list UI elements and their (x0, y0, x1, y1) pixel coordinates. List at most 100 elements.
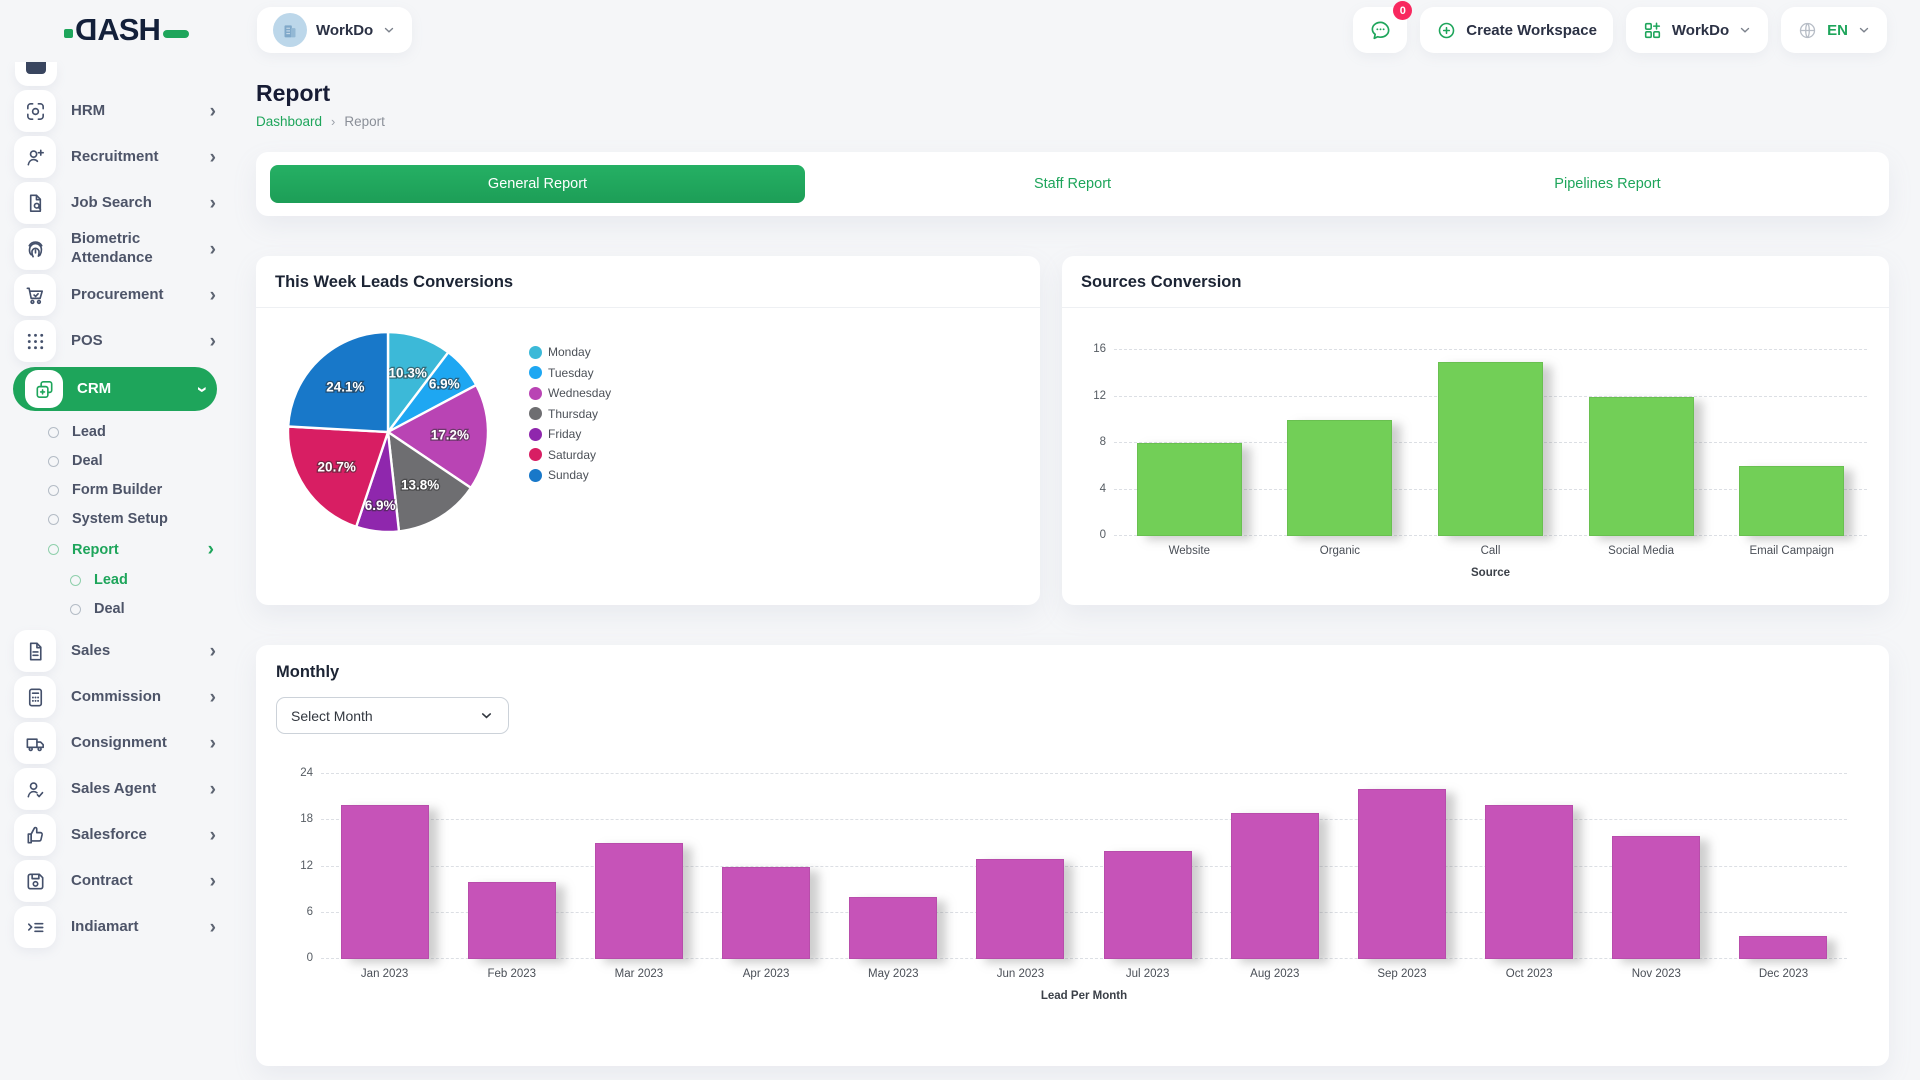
x-axis-label: Mar 2023 (614, 968, 664, 980)
legend-label: Monday (548, 345, 591, 360)
workspace-menu[interactable]: WorkDo (1625, 7, 1769, 53)
bar-feb-2023 (467, 881, 556, 959)
plus-circle-icon (1439, 22, 1455, 38)
pie-value-label: 6.9% (429, 377, 460, 392)
chevron-right-icon: › (209, 192, 216, 214)
x-axis-label: May 2023 (868, 968, 919, 980)
legend-label: Tuesday (548, 365, 594, 380)
tab-general-report[interactable]: General Report (270, 165, 805, 203)
sidebar-item-label: HRM (71, 101, 106, 119)
pie-value-label: 6.9% (365, 498, 396, 513)
sidebar-item-sales[interactable]: Sales › (0, 630, 230, 672)
sidebar-subitem-label: Deal (94, 601, 125, 617)
select-month-value: Select Month (291, 707, 373, 724)
leads-pie-chart: 10.3%6.9%17.2%13.8%6.9%20.7%24.1% (286, 330, 490, 534)
sidebar-item-label: Salesforce (71, 825, 147, 843)
sidebar-item-recruitment[interactable]: Recruitment › (0, 136, 230, 178)
chevron-down-icon (385, 27, 394, 33)
sidebar-item-label: CRM (77, 379, 112, 397)
sidebar-item-pos[interactable]: POS › (0, 320, 230, 362)
sidebar-item-indiamart[interactable]: Indiamart › (0, 906, 230, 948)
top-header: DASH WorkDo 0 Create Workspace (0, 0, 1920, 60)
biometric-attendance-icon (14, 228, 56, 270)
sidebar-item-label: Contract (71, 871, 133, 889)
chevron-right-icon: › (209, 100, 216, 122)
sidebar-item-contract[interactable]: Contract › (0, 860, 230, 902)
x-axis-label: Jan 2023 (360, 968, 409, 980)
grid-plus-icon (1644, 22, 1661, 38)
sidebar-item-lead[interactable]: Lead (0, 572, 230, 588)
breadcrumb-dashboard[interactable]: Dashboard (256, 114, 323, 129)
sidebar-item-consignment[interactable]: Consignment › (0, 722, 230, 764)
sidebar-subitem-label: Lead (72, 424, 106, 440)
sidebar-subitem-label: Form Builder (72, 482, 163, 498)
language-selector[interactable]: EN (1781, 7, 1887, 53)
legend-item-saturday: Saturday (529, 445, 611, 466)
sidebar-item-hrm[interactable]: HRM › (0, 90, 230, 132)
sidebar-item-job-search[interactable]: Job Search › (0, 182, 230, 224)
leads-conversions-card: This Week Leads Conversions 10.3% 6.9% 17.… (256, 256, 1040, 605)
hrm-icon (14, 90, 56, 132)
sidebar-item-deal[interactable]: Deal (0, 453, 230, 469)
create-workspace-button[interactable]: Create Workspace (1420, 7, 1613, 53)
legend-label: Thursday (548, 406, 599, 421)
tab-staff-report[interactable]: Staff Report (1033, 176, 1112, 192)
workspace-menu-label: WorkDo (1671, 21, 1730, 39)
bullet-circle-icon (48, 455, 59, 467)
x-axis-label: Oct 2023 (1505, 968, 1553, 980)
chevron-right-icon: › (209, 330, 216, 352)
sidebar-item-biometric-attendance[interactable]: Biometric Attendance › (0, 228, 230, 270)
sidebar: HRM › Recruitment › Job Search › Biometric Att… (0, 60, 230, 1080)
chevron-down-icon (1859, 27, 1869, 33)
sidebar-item-salesforce[interactable]: Salesforce › (0, 814, 230, 856)
pie-slice-wednesday (385, 383, 490, 490)
legend-dot-icon (529, 468, 542, 482)
bar-call (1437, 361, 1543, 536)
monthly-title: Monthly (276, 663, 340, 681)
chevron-right-icon: › (191, 385, 213, 393)
bar-may-2023 (849, 897, 938, 959)
chevron-right-icon: › (209, 870, 216, 892)
chevron-right-icon: › (209, 732, 216, 754)
bullet-circle-icon (48, 426, 59, 438)
x-axis-label: Dec 2023 (1758, 968, 1809, 980)
y-axis-tick: 4 (1099, 482, 1106, 495)
report-tabs: General Report Staff Report Pipelines Repo… (256, 152, 1889, 216)
tab-pipelines-report[interactable]: Pipelines Report (1554, 176, 1661, 192)
pie-value-label: 10.3% (389, 366, 427, 381)
sidebar-item-procurement[interactable]: Procurement › (0, 274, 230, 316)
sales-agent-icon (14, 768, 56, 810)
leads-conversions-title: This Week Leads Conversions (256, 256, 1040, 308)
sidebar-item-form-builder[interactable]: Form Builder (0, 482, 230, 498)
legend-dot-icon (529, 345, 542, 359)
workspace-selector[interactable]: WorkDo (257, 7, 413, 53)
sidebar-item-commission[interactable]: Commission › (0, 676, 230, 718)
x-axis-label: Organic (1319, 545, 1361, 557)
select-month-dropdown[interactable]: Select Month (276, 697, 509, 734)
sidebar-item-crm[interactable]: CRM › (13, 367, 217, 411)
sidebar-item-sales-agent[interactable]: Sales Agent › (0, 768, 230, 810)
y-axis-tick: 0 (306, 952, 313, 964)
breadcrumb-current: Report (344, 114, 385, 129)
messages-button[interactable]: 0 (1353, 1, 1413, 53)
gridline: 16 (1093, 343, 1867, 355)
sources-bar-chart: 0 4 8 12 16 Website Organic Call Social Media Em… (1062, 343, 1889, 579)
x-axis-label: Jun 2023 (996, 968, 1045, 980)
bar-jan-2023 (340, 804, 429, 959)
sidebar-item-deal[interactable]: Deal (0, 601, 230, 617)
legend-label: Wednesday (548, 386, 612, 401)
chevron-down-icon (1740, 27, 1750, 33)
sidebar-item-report[interactable]: Report › (0, 540, 230, 559)
breadcrumb-separator-icon: › (331, 114, 336, 129)
sidebar-item-system-setup[interactable]: System Setup (0, 511, 230, 527)
chevron-down-icon (481, 713, 492, 719)
create-workspace-label: Create Workspace (1466, 21, 1597, 39)
job-search-icon (14, 182, 56, 224)
breadcrumb: Dashboard › Report (256, 114, 1889, 129)
gridline: 6 (307, 906, 1847, 918)
pie-slice-thursday (386, 429, 473, 533)
sidebar-item-lead[interactable]: Lead (0, 424, 230, 440)
gridline: 18 (300, 813, 1847, 825)
pie-slice-sunday (286, 330, 390, 434)
legend-label: Saturday (548, 447, 597, 462)
